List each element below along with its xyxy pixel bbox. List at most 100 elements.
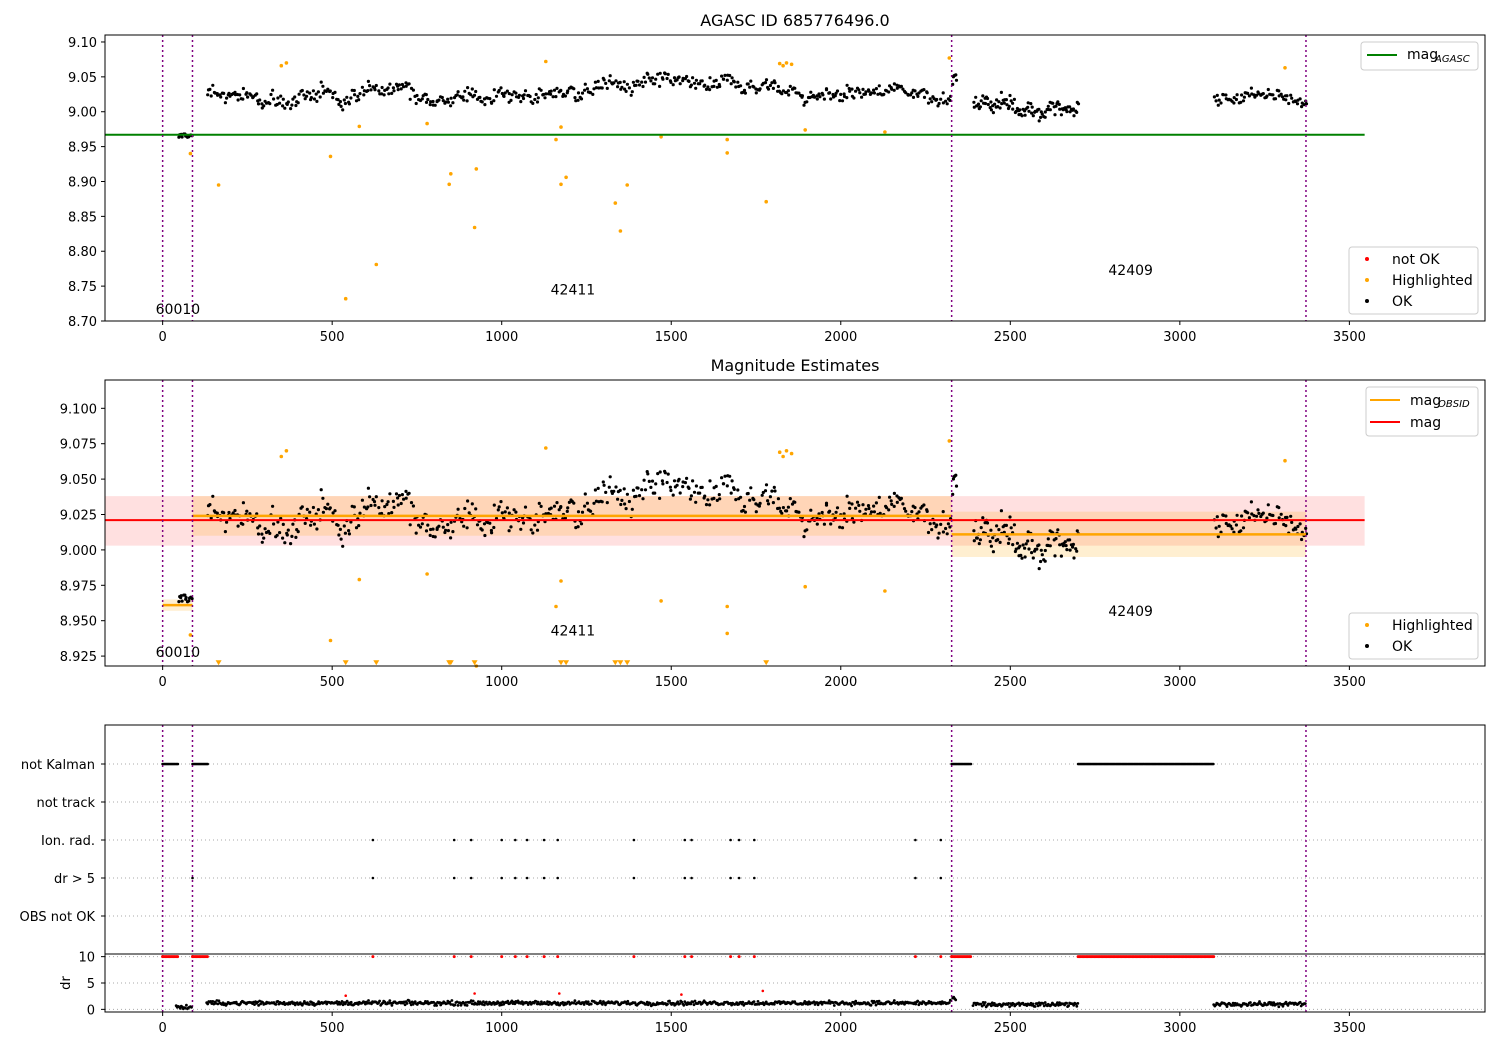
- ok-point: [470, 502, 474, 506]
- ok-point: [472, 93, 477, 97]
- dr-point: [892, 999, 896, 1002]
- ok-point: [594, 86, 599, 90]
- ok-point: [1026, 105, 1030, 109]
- ok-point: [289, 107, 293, 111]
- ok-point: [1068, 538, 1072, 542]
- ok-point: [647, 479, 651, 483]
- ok-point: [256, 526, 260, 530]
- ok-point: [512, 508, 516, 512]
- ok-point: [671, 83, 675, 87]
- ok-point: [771, 501, 776, 505]
- ok-point: [922, 503, 926, 507]
- agasc-xtick-label: 2000: [824, 330, 857, 345]
- ok-point: [1074, 547, 1078, 551]
- dr-point: [722, 1003, 725, 1006]
- ok-point: [431, 99, 435, 104]
- ok-point: [872, 504, 876, 508]
- ion-rad-point: [514, 838, 517, 842]
- ok-point: [510, 93, 514, 97]
- ok-point: [838, 99, 842, 103]
- ok-point: [554, 95, 558, 99]
- ok-point: [446, 529, 450, 533]
- ok-point: [278, 101, 282, 105]
- dr-point: [567, 1000, 571, 1004]
- flags-xtick-label: 0: [159, 1021, 167, 1036]
- ok-point: [718, 497, 722, 501]
- ok-point: [449, 96, 453, 100]
- ok-point: [456, 90, 460, 94]
- ok-point: [339, 104, 343, 108]
- ok-point: [216, 93, 220, 97]
- dr-gt5-point: [469, 876, 473, 880]
- magnitude-xtick-label: 3000: [1163, 675, 1196, 690]
- dr-point: [308, 1003, 311, 1006]
- ok-point: [446, 97, 450, 101]
- ok-point: [296, 101, 300, 105]
- ok-point: [227, 510, 231, 515]
- dr-point: [689, 1002, 693, 1006]
- highlighted-point: [883, 130, 887, 134]
- ok-point: [315, 527, 319, 531]
- dr-spike-point: [558, 992, 561, 995]
- ok-point: [861, 87, 865, 91]
- ok-point: [835, 506, 840, 510]
- ok-point: [567, 500, 572, 504]
- ok-point: [1043, 115, 1047, 119]
- ok-point: [1221, 513, 1225, 518]
- dr-point: [316, 1002, 319, 1006]
- dr-point: [954, 998, 958, 1002]
- ok-point: [991, 111, 996, 115]
- ok-point: [399, 501, 403, 506]
- ok-point: [1012, 97, 1017, 101]
- ok-point: [357, 98, 361, 102]
- ion-rad-point: [914, 838, 917, 842]
- ok-point: [1247, 516, 1251, 520]
- ok-point: [353, 93, 357, 97]
- ok-point: [614, 485, 618, 489]
- ok-point: [887, 90, 891, 94]
- agasc-points: [177, 56, 1309, 301]
- ok-point: [522, 93, 526, 97]
- ok-point: [777, 506, 782, 510]
- dr-point: [1067, 1004, 1070, 1008]
- magnitude-xtick-label: 500: [320, 675, 345, 690]
- ok-point: [700, 79, 704, 83]
- agasc-xtick-label: 1500: [655, 330, 688, 345]
- ok-point: [1009, 99, 1013, 103]
- ok-point: [637, 494, 642, 498]
- ok-point: [290, 534, 294, 539]
- dr-point: [1075, 1004, 1079, 1008]
- ok-point: [514, 91, 518, 95]
- ok-point: [768, 83, 773, 88]
- ok-point: [771, 86, 776, 90]
- ok-point: [1265, 516, 1269, 520]
- ok-point: [857, 88, 861, 92]
- ok-point: [899, 84, 904, 88]
- ok-point: [386, 86, 390, 90]
- ok-point: [268, 531, 272, 536]
- ok-point: [1246, 511, 1250, 515]
- dr-point: [405, 1002, 409, 1005]
- ok-point: [1239, 529, 1243, 533]
- ok-point: [331, 511, 335, 515]
- ion-rad-point: [737, 838, 741, 842]
- ok-point: [785, 509, 789, 513]
- ok-point: [552, 504, 557, 508]
- ok-point: [996, 538, 1000, 542]
- ok-point: [1048, 108, 1052, 112]
- ion-rad-point: [525, 838, 529, 842]
- ok-point: [669, 80, 673, 84]
- ok-point: [420, 522, 424, 526]
- ok-point: [291, 97, 295, 101]
- ok-point: [583, 82, 587, 86]
- ok-point: [1011, 543, 1015, 547]
- ok-point: [1014, 109, 1018, 113]
- ok-point: [729, 82, 733, 86]
- legend-swatch: [1365, 644, 1369, 648]
- ok-point: [754, 91, 758, 95]
- ok-point: [1241, 526, 1246, 530]
- highlighted-point: [474, 167, 479, 171]
- ok-point: [857, 503, 861, 507]
- ok-point: [601, 480, 605, 484]
- dr-gt5-point: [683, 876, 687, 880]
